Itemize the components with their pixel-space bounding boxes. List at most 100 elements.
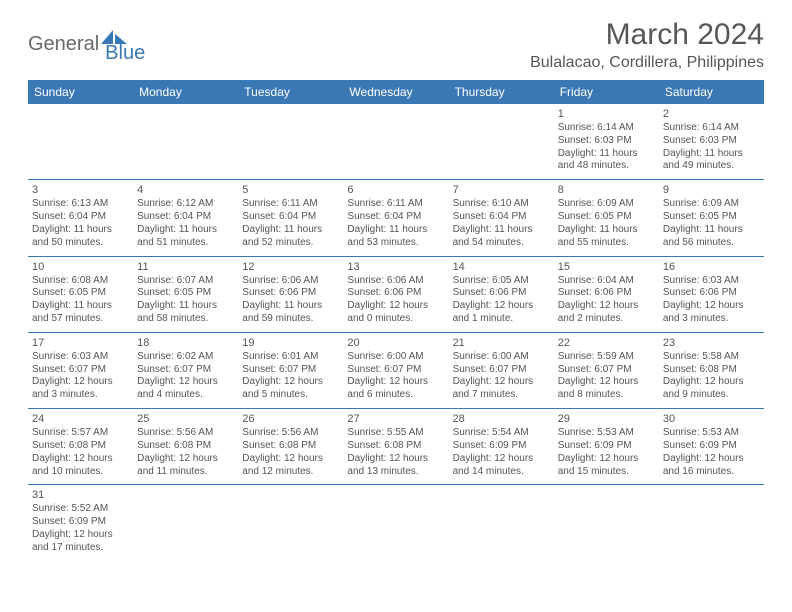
calendar-cell: 31Sunrise: 5:52 AMSunset: 6:09 PMDayligh…	[28, 485, 133, 560]
daylight-text: Daylight: 12 hours and 16 minutes.	[663, 453, 760, 479]
calendar-cell: 21Sunrise: 6:00 AMSunset: 6:07 PMDayligh…	[449, 333, 554, 408]
calendar-cell: 23Sunrise: 5:58 AMSunset: 6:08 PMDayligh…	[659, 333, 764, 408]
sunset-text: Sunset: 6:08 PM	[242, 440, 339, 453]
sunset-text: Sunset: 6:09 PM	[453, 440, 550, 453]
calendar-cell: 22Sunrise: 5:59 AMSunset: 6:07 PMDayligh…	[554, 333, 659, 408]
day-number: 3	[32, 183, 129, 197]
calendar-week: 31Sunrise: 5:52 AMSunset: 6:09 PMDayligh…	[28, 485, 764, 560]
sunset-text: Sunset: 6:08 PM	[32, 440, 129, 453]
sunrise-text: Sunrise: 6:02 AM	[137, 351, 234, 364]
daylight-text: Daylight: 12 hours and 6 minutes.	[347, 376, 444, 402]
calendar: SundayMondayTuesdayWednesdayThursdayFrid…	[28, 80, 764, 561]
sunset-text: Sunset: 6:08 PM	[663, 364, 760, 377]
sunrise-text: Sunrise: 6:09 AM	[558, 198, 655, 211]
location: Bulalacao, Cordillera, Philippines	[530, 54, 764, 72]
daylight-text: Daylight: 12 hours and 7 minutes.	[453, 376, 550, 402]
sunset-text: Sunset: 6:06 PM	[663, 287, 760, 300]
day-number: 13	[347, 260, 444, 274]
sunset-text: Sunset: 6:07 PM	[137, 364, 234, 377]
sunrise-text: Sunrise: 6:10 AM	[453, 198, 550, 211]
sunset-text: Sunset: 6:09 PM	[32, 516, 129, 529]
sunrise-text: Sunrise: 5:56 AM	[137, 427, 234, 440]
daylight-text: Daylight: 11 hours and 50 minutes.	[32, 224, 129, 250]
daylight-text: Daylight: 12 hours and 11 minutes.	[137, 453, 234, 479]
daylight-text: Daylight: 12 hours and 17 minutes.	[32, 529, 129, 555]
daylight-text: Daylight: 11 hours and 51 minutes.	[137, 224, 234, 250]
daylight-text: Daylight: 11 hours and 55 minutes.	[558, 224, 655, 250]
daylight-text: Daylight: 12 hours and 15 minutes.	[558, 453, 655, 479]
sunrise-text: Sunrise: 6:09 AM	[663, 198, 760, 211]
sunset-text: Sunset: 6:07 PM	[347, 364, 444, 377]
day-number: 6	[347, 183, 444, 197]
daylight-text: Daylight: 11 hours and 49 minutes.	[663, 148, 760, 174]
sunrise-text: Sunrise: 6:00 AM	[347, 351, 444, 364]
sunrise-text: Sunrise: 5:58 AM	[663, 351, 760, 364]
dayname: Saturday	[659, 80, 764, 104]
calendar-cell	[343, 485, 448, 560]
calendar-week: 3Sunrise: 6:13 AM Sunset: 6:04 PM Daylight…	[28, 180, 764, 256]
daylight-text: Daylight: 11 hours and 58 minutes.	[137, 300, 234, 326]
day-number: 10	[32, 260, 129, 274]
sunset-text: Sunset: 6:07 PM	[453, 364, 550, 377]
sunrise-text: Sunrise: 6:07 AM	[137, 275, 234, 288]
calendar-week: 17Sunrise: 6:03 AMSunset: 6:07 PMDayligh…	[28, 333, 764, 409]
calendar-cell: 27Sunrise: 5:55 AMSunset: 6:08 PMDayligh…	[343, 409, 448, 484]
sunset-text: Sunset: 6:07 PM	[558, 364, 655, 377]
sunset-text: Sunset: 6:05 PM	[137, 287, 234, 300]
sunset-text: Sunset: 6:09 PM	[558, 440, 655, 453]
dayname: Sunday	[28, 80, 133, 104]
sunrise-text: Sunrise: 6:08 AM	[32, 275, 129, 288]
sunrise-text: Sunrise: 5:53 AM	[558, 427, 655, 440]
sunset-text: Sunset: 6:06 PM	[242, 287, 339, 300]
sunrise-text: Sunrise: 6:03 AM	[32, 351, 129, 364]
calendar-cell: 3Sunrise: 6:13 AMSunset: 6:04 PMDaylight…	[28, 180, 133, 255]
day-number: 26	[242, 412, 339, 426]
sunrise-text: Sunrise: 6:13 AM	[32, 198, 129, 211]
day-number: 20	[347, 336, 444, 350]
day-number: 9	[663, 183, 760, 197]
sunset-text: Sunset: 6:04 PM	[242, 211, 339, 224]
daylight-text: Daylight: 11 hours and 57 minutes.	[32, 300, 129, 326]
day-number: 14	[453, 260, 550, 274]
calendar-cell: 2Sunrise: 6:14 AMSunset: 6:03 PMDaylight…	[659, 104, 764, 179]
day-number: 4	[137, 183, 234, 197]
calendar-cell	[133, 104, 238, 179]
sunset-text: Sunset: 6:05 PM	[558, 211, 655, 224]
daylight-text: Daylight: 12 hours and 10 minutes.	[32, 453, 129, 479]
dayname: Tuesday	[238, 80, 343, 104]
calendar-cell: 24Sunrise: 5:57 AMSunset: 6:08 PMDayligh…	[28, 409, 133, 484]
sunset-text: Sunset: 6:06 PM	[453, 287, 550, 300]
calendar-cell: 14Sunrise: 6:05 AMSunset: 6:06 PMDayligh…	[449, 257, 554, 332]
calendar-cell	[449, 104, 554, 179]
sunset-text: Sunset: 6:07 PM	[32, 364, 129, 377]
day-number: 5	[242, 183, 339, 197]
sunrise-text: Sunrise: 6:14 AM	[663, 122, 760, 135]
calendar-cell	[554, 485, 659, 560]
day-number: 1	[558, 107, 655, 121]
calendar-cell: 10Sunrise: 6:08 AMSunset: 6:05 PMDayligh…	[28, 257, 133, 332]
day-number: 28	[453, 412, 550, 426]
day-number: 23	[663, 336, 760, 350]
sunset-text: Sunset: 6:07 PM	[242, 364, 339, 377]
sunrise-text: Sunrise: 5:54 AM	[453, 427, 550, 440]
day-number: 19	[242, 336, 339, 350]
calendar-cell: 13Sunrise: 6:06 AMSunset: 6:06 PMDayligh…	[343, 257, 448, 332]
sunrise-text: Sunrise: 6:11 AM	[242, 198, 339, 211]
calendar-cell: 5Sunrise: 6:11 AMSunset: 6:04 PMDaylight…	[238, 180, 343, 255]
calendar-cell	[449, 485, 554, 560]
calendar-cell: 26Sunrise: 5:56 AMSunset: 6:08 PMDayligh…	[238, 409, 343, 484]
month-title: March 2024	[530, 18, 764, 52]
day-number: 16	[663, 260, 760, 274]
calendar-cell: 11Sunrise: 6:07 AMSunset: 6:05 PMDayligh…	[133, 257, 238, 332]
title-block: March 2024 Bulalacao, Cordillera, Philip…	[530, 18, 764, 72]
daylight-text: Daylight: 12 hours and 4 minutes.	[137, 376, 234, 402]
calendar-cell: 28Sunrise: 5:54 AMSunset: 6:09 PMDayligh…	[449, 409, 554, 484]
sunrise-text: Sunrise: 5:56 AM	[242, 427, 339, 440]
daylight-text: Daylight: 12 hours and 12 minutes.	[242, 453, 339, 479]
day-number: 11	[137, 260, 234, 274]
day-number: 25	[137, 412, 234, 426]
daylight-text: Daylight: 12 hours and 13 minutes.	[347, 453, 444, 479]
calendar-cell: 1Sunrise: 6:14 AMSunset: 6:03 PMDaylight…	[554, 104, 659, 179]
calendar-cell: 30Sunrise: 5:53 AMSunset: 6:09 PMDayligh…	[659, 409, 764, 484]
sunset-text: Sunset: 6:04 PM	[347, 211, 444, 224]
